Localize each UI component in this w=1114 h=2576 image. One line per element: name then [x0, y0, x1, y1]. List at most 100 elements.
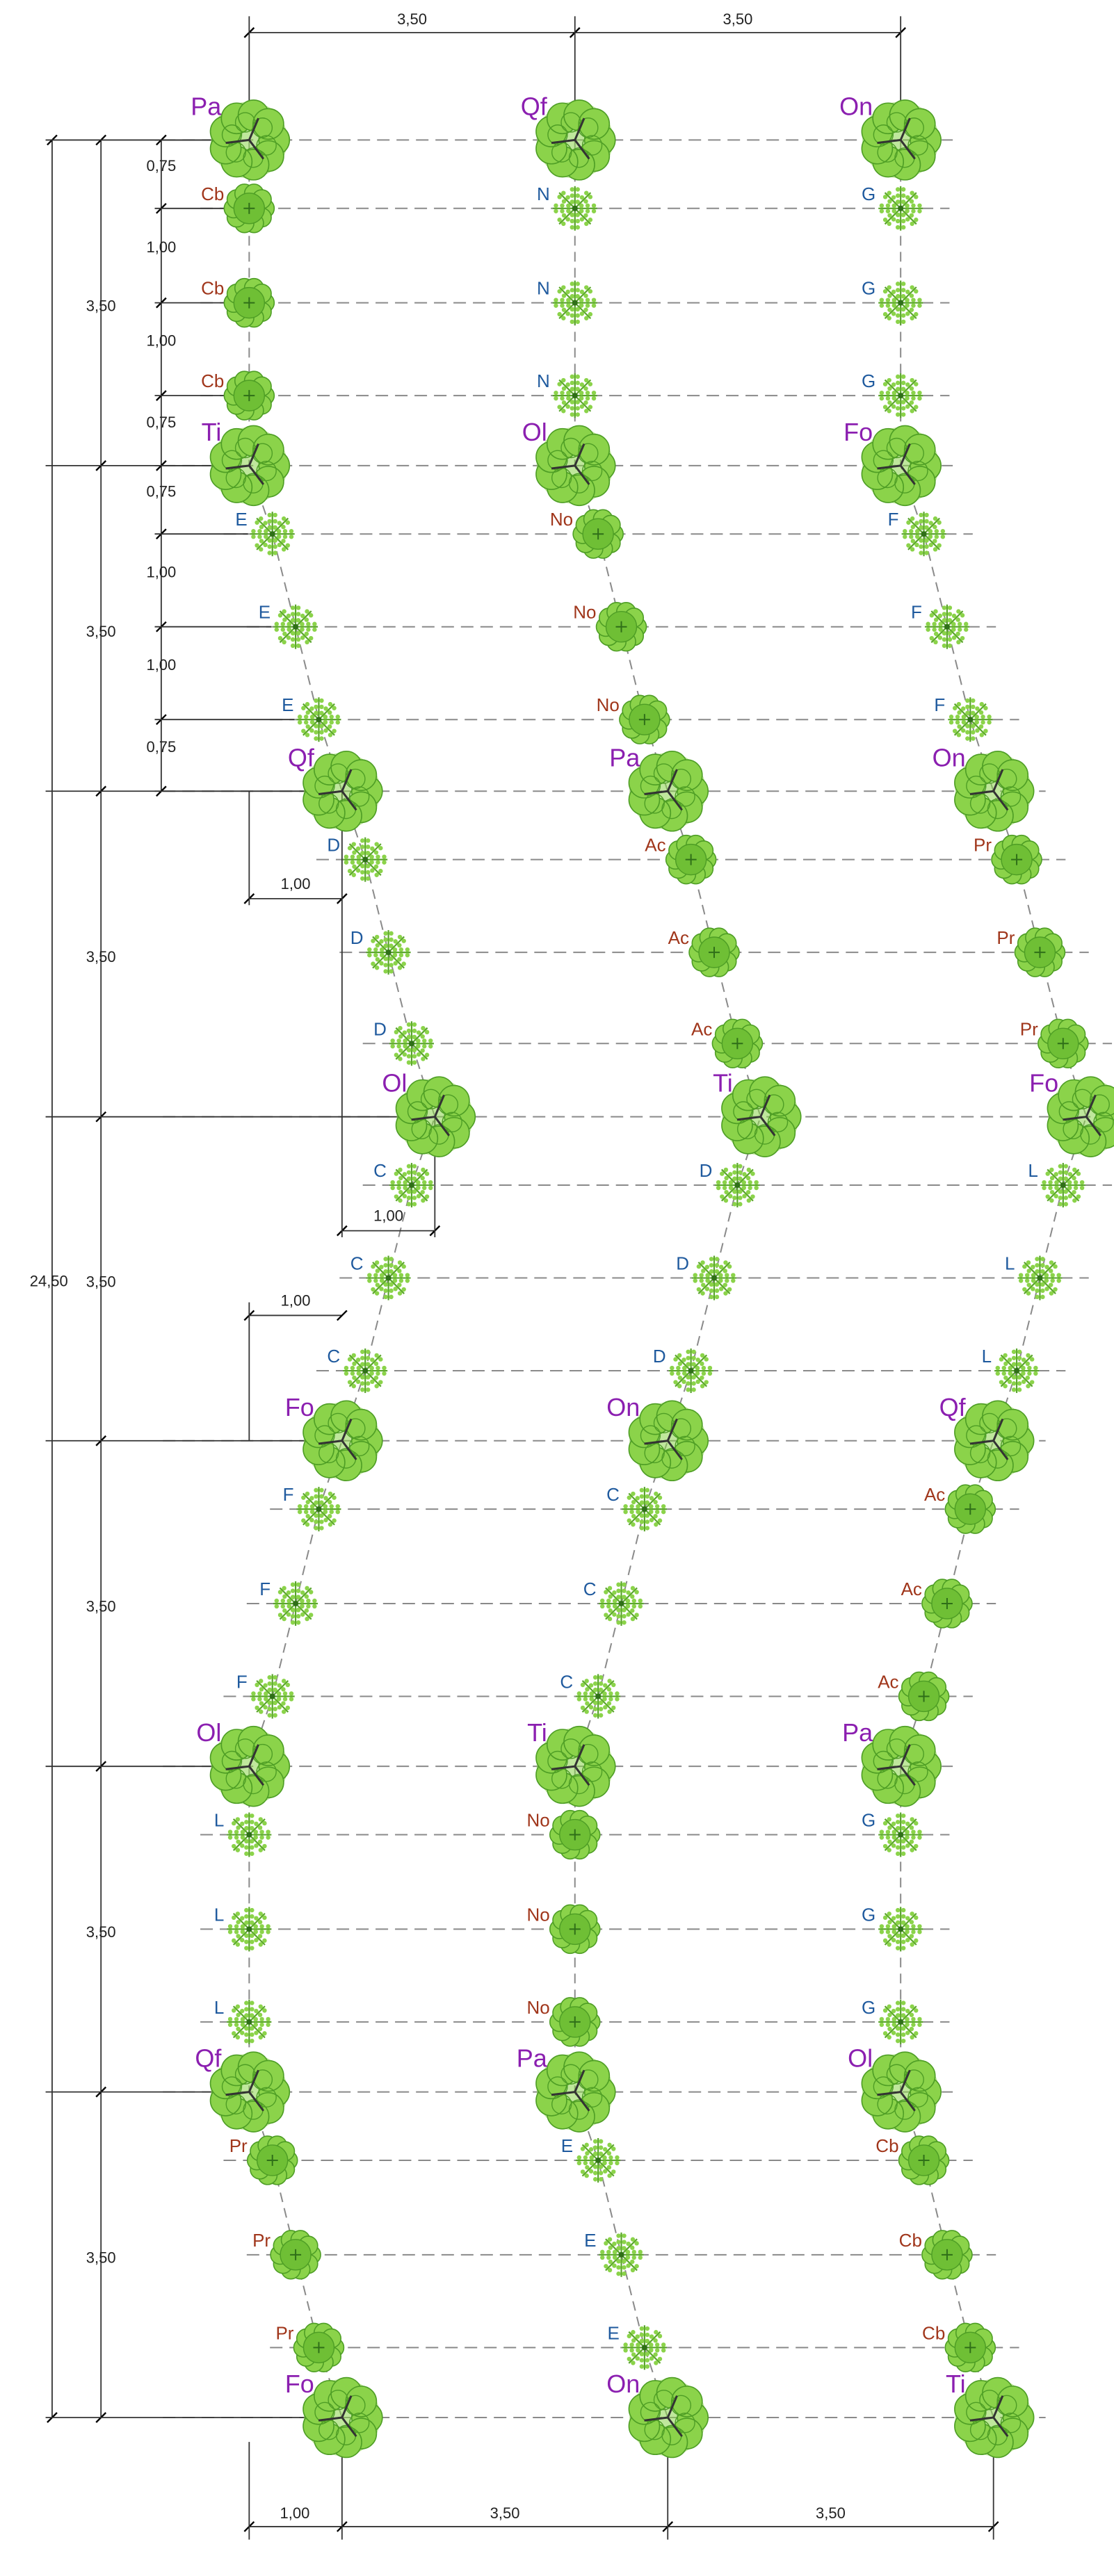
plant-label: D — [350, 927, 364, 948]
shrub-star-symbol — [273, 1581, 318, 1626]
large-tree-symbol — [209, 425, 291, 507]
shrub-star-symbol — [250, 512, 295, 557]
shrub-star-symbol — [924, 604, 969, 649]
dimension-value: 0,75 — [146, 157, 176, 174]
shrub-star-symbol — [552, 373, 597, 418]
plant-label: Qf — [288, 743, 315, 772]
dimension-value: 3,50 — [86, 2249, 116, 2267]
shrub-round-symbol — [991, 834, 1042, 885]
large-tree-symbol — [535, 1725, 616, 1807]
plant-label: Ac — [901, 1579, 922, 1599]
plant-label: Pr — [229, 2135, 248, 2156]
plant-label: L — [214, 1810, 224, 1831]
dimension-value: 3,50 — [86, 623, 116, 640]
row-guide-lines — [163, 139, 1114, 2419]
shrub-star-symbol — [389, 1021, 434, 1066]
shrub-star-symbol — [366, 930, 411, 975]
plant-label: On — [606, 2370, 640, 2398]
plant-label: E — [282, 694, 293, 715]
shrub-star-symbol — [878, 1812, 923, 1857]
plant-label: E — [608, 2322, 620, 2343]
plant-label: C — [583, 1579, 597, 1599]
plant-label: Cb — [201, 370, 224, 391]
plant-label: Pr — [1020, 1018, 1038, 1039]
shrub-star-symbol — [227, 1907, 272, 1952]
dimension-value: 1,00 — [146, 563, 176, 580]
large-tree-symbol — [395, 1076, 476, 1157]
plant-label: C — [560, 1671, 573, 1692]
shrub-round-symbol — [223, 277, 275, 328]
shrub-round-symbol — [246, 2135, 298, 2185]
dimension-value: 1,00 — [146, 238, 176, 256]
plant-label: No — [527, 1904, 550, 1925]
shrub-round-symbol — [223, 184, 275, 234]
plant-label: Ac — [878, 1671, 898, 1692]
dimension-value: 1,00 — [281, 1291, 311, 1309]
plant-label: G — [862, 1810, 875, 1831]
shrub-round-symbol — [270, 2230, 321, 2280]
dimension-value: 3,50 — [86, 1923, 116, 1941]
plant-label: No — [573, 602, 596, 623]
shrub-round-symbol — [1038, 1018, 1089, 1068]
dimension-value: 3,50 — [816, 2504, 846, 2522]
plant-label: Pa — [191, 92, 222, 120]
plant-label: Qf — [521, 92, 548, 120]
plant-label: Ac — [691, 1018, 712, 1039]
shrub-round-symbol — [898, 2135, 950, 2185]
shrub-round-symbol — [921, 2230, 973, 2280]
shrub-round-symbol — [549, 1904, 601, 1955]
shrub-star-symbol — [576, 1674, 621, 1719]
dimension-texts: 3,50 3,50 1,00 3,50 3,50 24,50 3,50 3,50 3,50 3,5… — [30, 10, 846, 2522]
plant-label: L — [214, 1997, 224, 2018]
plant-label: F — [259, 1579, 271, 1599]
plant-label: F — [911, 602, 922, 623]
shrub-star-symbol — [227, 1812, 272, 1857]
plant-label: G — [862, 370, 875, 391]
plant-label: D — [653, 1346, 666, 1367]
plant-label: F — [236, 1671, 248, 1692]
plant-label: G — [862, 278, 875, 299]
plant-label: N — [537, 370, 550, 391]
plant-label: L — [1005, 1253, 1015, 1274]
dimension-value: 0,75 — [146, 738, 176, 756]
plant-label: Fo — [285, 1393, 314, 1421]
plant-label: N — [537, 184, 550, 204]
shrub-star-symbol — [994, 1348, 1040, 1394]
shrub-star-symbol — [622, 2325, 667, 2370]
plant-label: Ti — [713, 1069, 733, 1098]
large-tree-symbol — [302, 2377, 383, 2459]
plant-label: C — [327, 1346, 340, 1367]
shrub-star-symbol — [692, 1255, 737, 1301]
large-tree-symbol — [302, 1400, 383, 1482]
plant-symbols — [209, 99, 1114, 2459]
plant-label: On — [839, 92, 873, 120]
shrub-star-symbol — [901, 512, 946, 557]
dimension-value: 24,50 — [30, 1272, 68, 1289]
plant-label: F — [283, 1484, 294, 1505]
dimension-value: 1,00 — [373, 1207, 403, 1225]
shrub-star-symbol — [599, 2232, 644, 2277]
plant-label: D — [373, 1018, 387, 1039]
large-tree-symbol — [861, 99, 942, 181]
dimension-value: 3,50 — [86, 1273, 116, 1290]
shrub-star-symbol — [878, 1999, 923, 2044]
dimension-value: 1,00 — [281, 875, 311, 892]
large-tree-symbol — [721, 1076, 802, 1157]
plant-label: Cb — [201, 184, 224, 204]
shrub-star-symbol — [576, 2137, 621, 2183]
plant-label: D — [700, 1160, 713, 1181]
shrub-star-symbol — [389, 1163, 434, 1208]
plant-label: L — [982, 1346, 992, 1367]
shrub-star-symbol — [552, 186, 597, 231]
shrub-round-symbol — [688, 927, 740, 977]
shrub-star-symbol — [227, 1999, 272, 2044]
shrub-round-symbol — [711, 1018, 764, 1068]
plant-label: On — [933, 743, 966, 772]
plant-label: Cb — [899, 2230, 922, 2251]
plant-label: Pa — [609, 743, 640, 772]
large-tree-symbol — [628, 2377, 709, 2459]
dimension-value: 0,75 — [146, 414, 176, 431]
large-tree-symbol — [861, 2051, 942, 2133]
plant-label: Qf — [939, 1393, 967, 1421]
plant-label: L — [214, 1904, 224, 1925]
